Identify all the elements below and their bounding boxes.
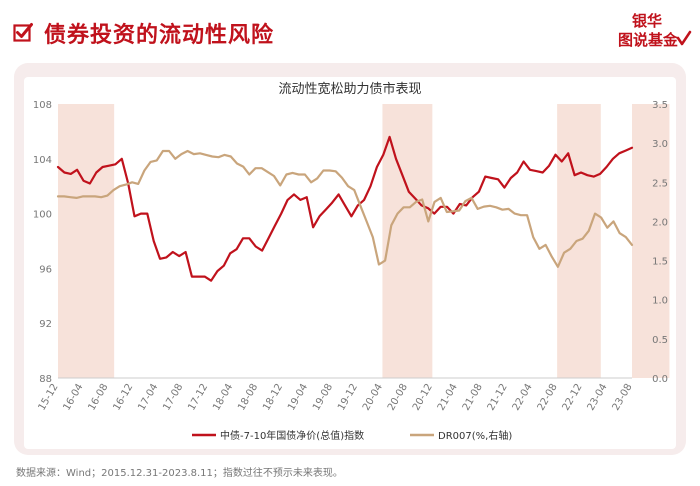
legend-label-dr007: DR007(%,右轴) <box>438 429 512 442</box>
shaded-period <box>58 104 115 378</box>
shaded-period <box>382 104 433 378</box>
y-left-tick-label: 100 <box>33 210 52 221</box>
logo-bottom-text: 图说基金 <box>617 31 678 49</box>
y-left-tick-label: 104 <box>33 155 52 166</box>
y-right-tick-label: 2.5 <box>652 178 668 189</box>
series-line-dr007 <box>56 149 634 268</box>
y-right-tick-label: 2.0 <box>652 217 668 228</box>
header: 债券投资的流动性风险 银华 图说基金 <box>0 0 700 62</box>
logo-top-text: 银华 <box>631 12 662 30</box>
checkbox-icon <box>13 23 33 42</box>
liquidity-chart: 流动性宽松助力债市表现 108 104 100 96 92 88 3.5 3.0 2.5 2.0… <box>24 77 676 449</box>
y-right-tick-label: 3.0 <box>652 139 668 150</box>
chart-title: 流动性宽松助力债市表现 <box>278 81 421 97</box>
y-right-tick-label: 3.5 <box>652 100 668 111</box>
y-right-tick-label: 1.0 <box>652 296 668 307</box>
y-right-tick-label: 0.5 <box>652 335 668 346</box>
y-left-tick-label: 88 <box>39 374 52 385</box>
y-left-tick-label: 92 <box>39 319 52 330</box>
brand-logo: 银华 图说基金 <box>596 6 692 54</box>
y-left-tick-label: 96 <box>39 264 52 275</box>
y-right-tick-label: 1.5 <box>652 257 668 268</box>
shaded-period <box>632 104 670 378</box>
y-left-tick-label: 108 <box>33 100 52 111</box>
legend-label-bond-index: 中债-7-10年国债净价(总值)指数 <box>220 429 364 442</box>
y-right-tick-label: 0.0 <box>652 374 668 385</box>
footnote: 数据来源：Wind；2015.12.31-2023.8.11；指数过往不预示未来… <box>16 468 343 479</box>
page-title: 债券投资的流动性风险 <box>44 23 275 48</box>
series-line-bond-index <box>56 135 634 282</box>
